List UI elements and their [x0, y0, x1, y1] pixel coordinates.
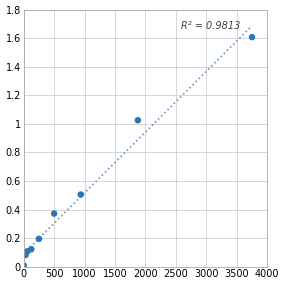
Point — [136, 118, 140, 123]
Point — [250, 35, 254, 39]
Text: R² = 0.9813: R² = 0.9813 — [181, 21, 240, 31]
Point — [78, 192, 83, 197]
Point — [37, 237, 41, 241]
Point — [21, 263, 26, 268]
Point — [25, 249, 30, 254]
Point — [29, 247, 34, 252]
Point — [52, 211, 56, 216]
Point — [23, 253, 28, 257]
